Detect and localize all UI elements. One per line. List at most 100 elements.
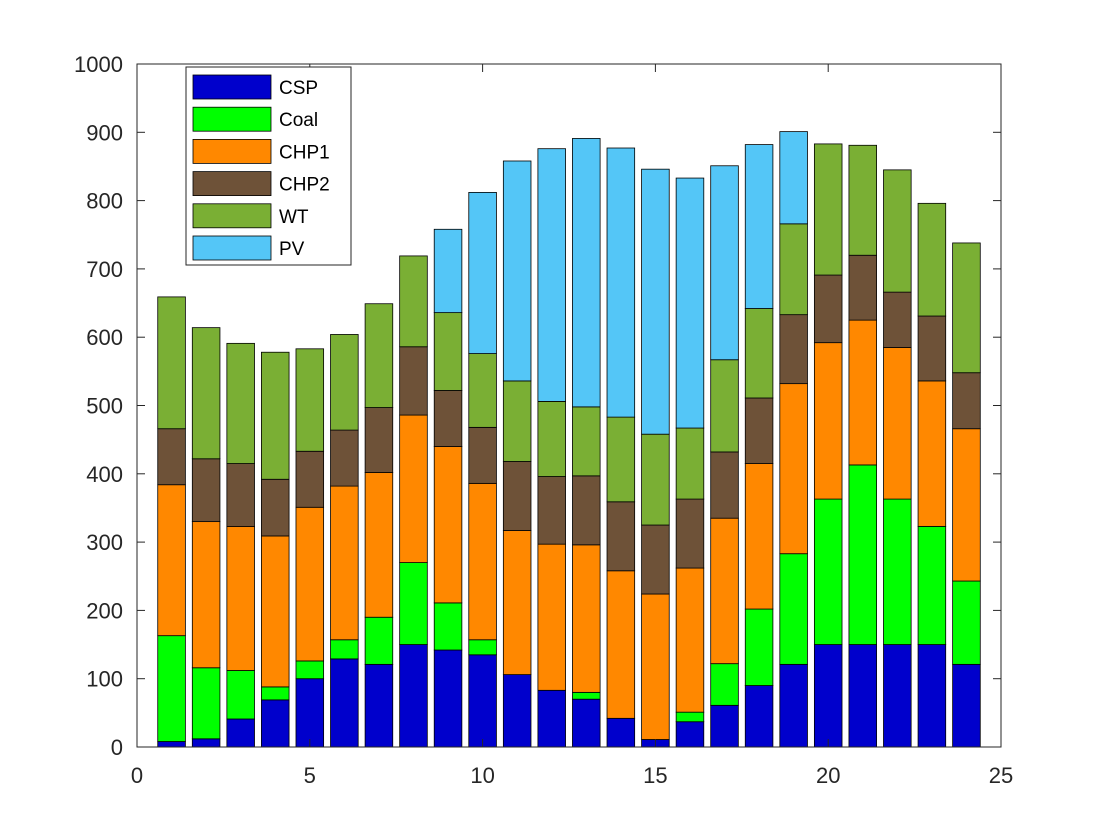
bar-chp2-13 xyxy=(572,475,601,546)
bar-chp1-4 xyxy=(261,535,290,688)
y-tick-label: 800 xyxy=(86,189,123,214)
bar-chp2-23 xyxy=(917,315,947,382)
x-tick-label: 0 xyxy=(131,763,143,788)
bar-chp2-8 xyxy=(399,346,428,416)
bar-chp1-2 xyxy=(191,521,221,669)
bar-chp2-11 xyxy=(502,461,532,531)
bar-wt-2 xyxy=(191,327,221,460)
bar-coal-23 xyxy=(917,525,947,645)
bar-chp1-12 xyxy=(537,543,566,691)
bar-wt-24 xyxy=(952,242,981,374)
bar-chp2-6 xyxy=(330,429,359,487)
bar-wt-10 xyxy=(468,353,497,428)
y-tick-label: 900 xyxy=(86,120,123,145)
bar-wt-6 xyxy=(330,334,359,431)
bar-coal-17 xyxy=(710,663,739,706)
bar-chp1-21 xyxy=(848,319,877,466)
bar-chp2-1 xyxy=(157,428,186,486)
bar-pv-17 xyxy=(710,165,739,361)
bar-chp2-17 xyxy=(710,451,739,519)
bar-wt-14 xyxy=(606,416,636,503)
bar-pv-14 xyxy=(606,147,636,418)
bar-pv-19 xyxy=(779,131,808,225)
legend-swatch-chp2 xyxy=(192,171,272,197)
bar-chp1-7 xyxy=(364,472,394,618)
bar-coal-5 xyxy=(295,660,325,680)
bar-coal-21 xyxy=(848,464,877,645)
bar-coal-24 xyxy=(952,580,981,665)
bar-chp2-21 xyxy=(848,254,877,321)
bar-csp-17 xyxy=(710,704,739,748)
bar-wt-15 xyxy=(641,433,670,526)
bar-wt-21 xyxy=(848,144,877,256)
legend-swatch-coal xyxy=(192,106,272,132)
bar-chp1-15 xyxy=(641,593,670,740)
y-tick-label: 600 xyxy=(86,325,123,350)
y-tick-label: 1000 xyxy=(74,52,123,77)
bar-coal-22 xyxy=(883,498,912,645)
bar-chp2-22 xyxy=(883,291,912,348)
y-tick-label: 200 xyxy=(86,598,123,623)
bar-wt-22 xyxy=(883,169,912,293)
bar-coal-9 xyxy=(433,602,463,651)
legend-label-chp2: CHP2 xyxy=(279,175,330,196)
bars-layer xyxy=(157,131,981,748)
bar-coal-19 xyxy=(779,553,808,665)
bar-wt-23 xyxy=(917,202,947,317)
bar-csp-4 xyxy=(261,699,290,748)
bar-coal-3 xyxy=(226,670,255,720)
bar-csp-16 xyxy=(675,721,705,748)
bar-chp1-17 xyxy=(710,517,739,665)
y-tick-label: 0 xyxy=(111,735,123,760)
bar-chp1-11 xyxy=(502,530,532,675)
bar-wt-4 xyxy=(261,351,290,480)
bar-wt-18 xyxy=(744,308,774,399)
bar-chp1-6 xyxy=(330,485,359,641)
bar-coal-2 xyxy=(191,667,221,740)
bar-chp1-1 xyxy=(157,484,186,637)
legend: CSP Coal CHP1 CHP2 WT PV xyxy=(185,66,352,266)
bar-chp1-16 xyxy=(675,567,705,713)
bar-chp2-16 xyxy=(675,498,705,569)
bar-csp-20 xyxy=(813,644,843,748)
legend-label-coal: Coal xyxy=(279,110,318,131)
bar-coal-13 xyxy=(572,691,601,700)
bar-pv-11 xyxy=(502,160,532,382)
bar-chp2-2 xyxy=(191,458,221,523)
bar-csp-9 xyxy=(433,649,463,748)
bar-csp-7 xyxy=(364,663,394,748)
bar-pv-16 xyxy=(675,177,705,429)
bar-wt-9 xyxy=(433,312,463,391)
bar-csp-11 xyxy=(502,674,532,748)
bar-csp-23 xyxy=(917,644,947,748)
bar-chp2-10 xyxy=(468,426,497,484)
y-tick-label: 100 xyxy=(86,667,123,692)
bar-pv-13 xyxy=(572,138,601,408)
bar-csp-6 xyxy=(330,658,359,748)
legend-swatch-chp1 xyxy=(192,138,272,164)
bar-chp1-22 xyxy=(883,347,912,500)
legend-label-wt: WT xyxy=(279,207,309,228)
bar-chp2-12 xyxy=(537,476,566,545)
bar-wt-11 xyxy=(502,380,532,462)
bar-pv-9 xyxy=(433,228,463,314)
bar-wt-7 xyxy=(364,303,394,408)
bar-csp-24 xyxy=(952,663,981,748)
legend-swatch-wt xyxy=(192,203,272,229)
x-tick-label: 15 xyxy=(643,763,667,788)
bar-chp1-23 xyxy=(917,380,947,527)
bar-pv-12 xyxy=(537,148,566,402)
bar-csp-14 xyxy=(606,717,636,748)
bar-coal-8 xyxy=(399,562,428,645)
bar-coal-16 xyxy=(675,711,705,723)
bar-csp-3 xyxy=(226,718,255,748)
bar-coal-18 xyxy=(744,608,774,686)
x-tick-label: 10 xyxy=(470,763,494,788)
bar-wt-3 xyxy=(226,342,255,464)
bar-csp-13 xyxy=(572,698,601,748)
bar-chp1-3 xyxy=(226,525,255,671)
bar-pv-10 xyxy=(468,191,497,354)
x-tick-label: 25 xyxy=(989,763,1013,788)
bar-wt-16 xyxy=(675,427,705,500)
